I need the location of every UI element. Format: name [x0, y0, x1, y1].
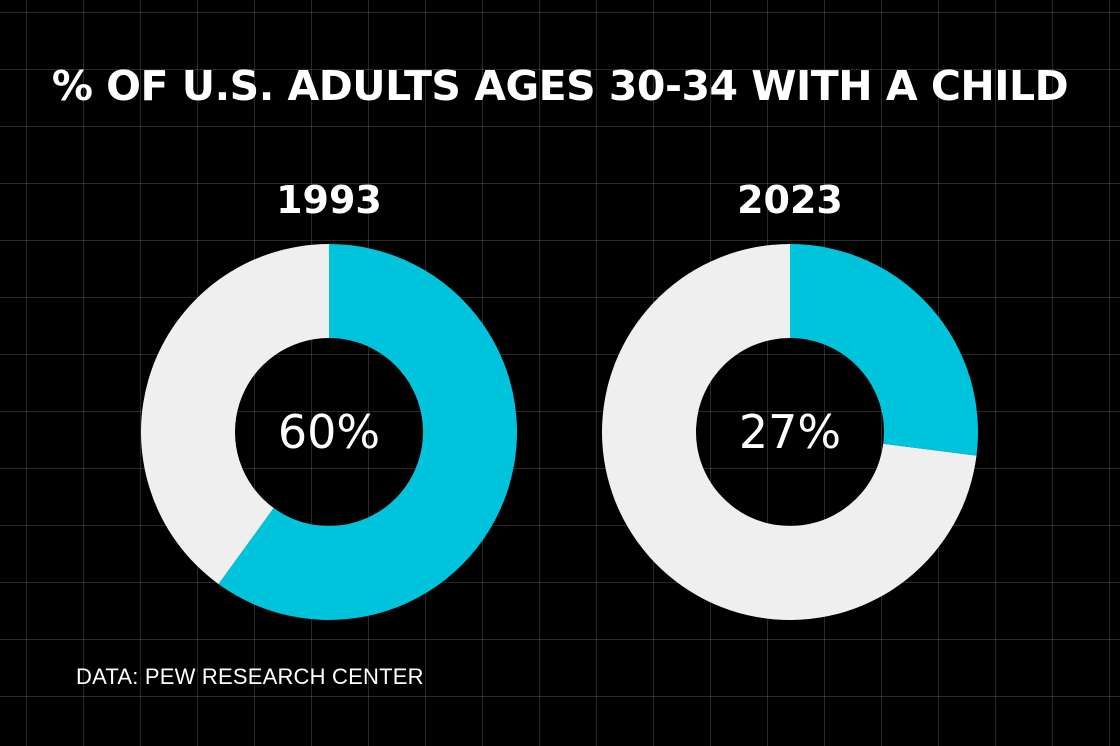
donut-slice-value [218, 244, 518, 620]
donut-svg: 27% [602, 244, 978, 620]
donut-center-value-label: 60% [278, 405, 380, 459]
donut-slice-remainder [602, 244, 977, 620]
chart-year-label: 2023 [737, 178, 843, 222]
donut-svg: 60% [141, 244, 518, 620]
donut-chart-2023: 2023 27% [580, 170, 1000, 630]
chart-year-label: 1993 [276, 178, 382, 222]
donut-slice-value [790, 244, 978, 456]
data-source-note: DATA: PEW RESEARCH CENTER [76, 664, 424, 689]
donut-slice-remainder [141, 244, 329, 585]
page-title: % OF U.S. ADULTS AGES 30-34 WITH A CHILD [51, 62, 1069, 110]
donut-chart-1993: 1993 60% [119, 170, 539, 630]
donut-center-value-label: 27% [739, 405, 841, 459]
